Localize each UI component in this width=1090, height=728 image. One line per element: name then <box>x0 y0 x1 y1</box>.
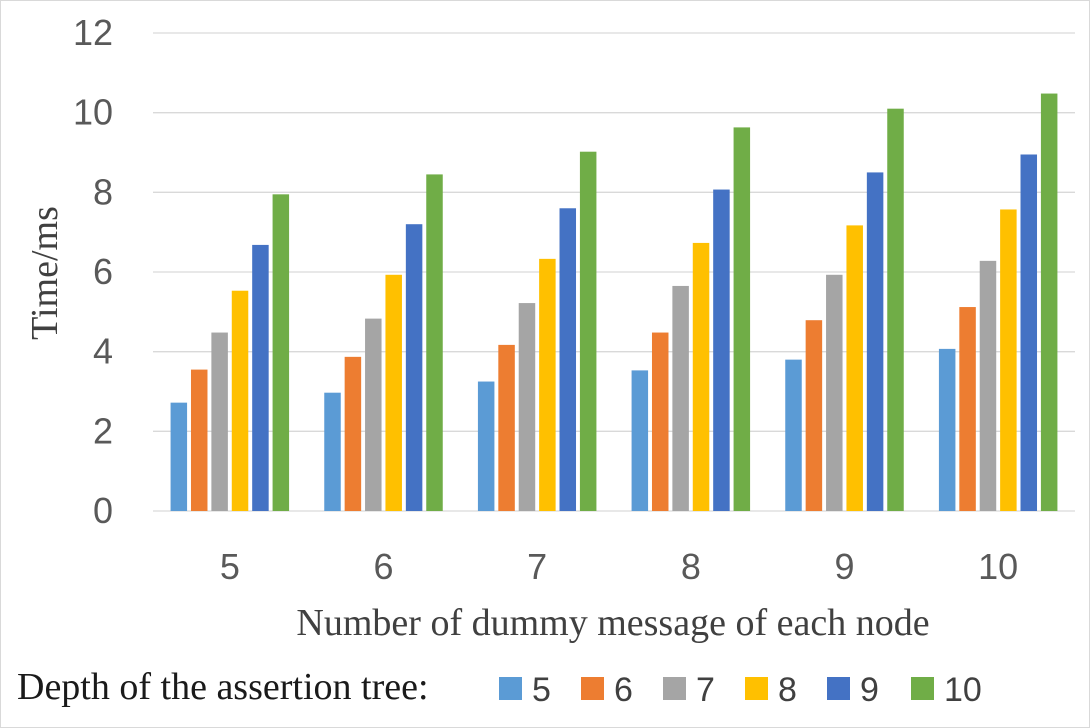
legend-swatch-7 <box>663 677 686 700</box>
bar-cat10-depth5 <box>938 348 956 511</box>
legend-label-8: 8 <box>778 671 797 709</box>
x-axis-ticks: 5 6 7 8 9 10 <box>220 546 1018 587</box>
bar-cat6-depth6 <box>344 356 362 511</box>
bar-cat8-depth6 <box>651 332 669 511</box>
y-tick-label-8: 8 <box>93 171 113 212</box>
y-axis-title: Time/ms <box>24 206 66 340</box>
bar-cat8-depth10 <box>733 127 751 512</box>
bar-cat8-depth8 <box>692 242 710 512</box>
bar-cat9-depth8 <box>846 225 863 511</box>
legend-swatch-8 <box>745 677 768 700</box>
bar-cat7-depth5 <box>477 381 495 511</box>
bar-cat7-depth10 <box>579 151 597 511</box>
bar-cat9-depth7 <box>826 274 843 511</box>
bar-cat10-depth7 <box>979 260 997 511</box>
y-tick-label-6: 6 <box>93 251 113 292</box>
bar-cat6-depth9 <box>405 224 423 511</box>
x-tick-label-5: 5 <box>220 546 240 587</box>
legend-label-5: 5 <box>532 671 551 709</box>
x-tick-label-8: 8 <box>681 546 701 587</box>
bar-cat9-depth5 <box>785 359 802 511</box>
bar-cat10-depth8 <box>1000 209 1017 511</box>
bar-cat6-depth5 <box>324 392 341 511</box>
gridlines <box>153 32 1075 512</box>
y-tick-label-12: 12 <box>73 12 113 53</box>
bar-cat9-depth6 <box>805 320 823 511</box>
legend-title: Depth of the assertion tree: <box>17 666 429 708</box>
legend-swatch-5 <box>499 677 522 700</box>
legend-label-6: 6 <box>614 671 633 709</box>
legend: Depth of the assertion tree: 5 6 7 8 9 10 <box>17 666 982 709</box>
bar-cat5-depth7 <box>211 332 228 511</box>
bar-cat8-depth5 <box>631 370 649 511</box>
y-tick-label-2: 2 <box>93 410 113 451</box>
y-axis-ticks: 0 2 4 6 8 10 12 <box>73 12 113 531</box>
x-tick-label-10: 10 <box>978 546 1018 587</box>
bar-cat9-depth10 <box>887 108 904 512</box>
x-tick-label-7: 7 <box>527 546 547 587</box>
bar-cat6-depth10 <box>426 174 443 511</box>
legend-swatch-6 <box>581 677 604 700</box>
legend-items: 5 6 7 8 9 10 <box>499 671 982 709</box>
bar-cat5-depth6 <box>190 369 208 511</box>
bar-cat9-depth9 <box>866 172 884 512</box>
bar-cat8-depth7 <box>672 285 689 511</box>
y-tick-label-4: 4 <box>93 331 113 372</box>
bar-cat7-depth7 <box>518 303 536 511</box>
legend-label-10: 10 <box>944 671 982 709</box>
bar-cat5-depth8 <box>231 290 249 511</box>
legend-swatch-9 <box>827 677 850 700</box>
x-axis-title: Number of dummy message of each node <box>296 602 929 644</box>
bar-cat10-depth9 <box>1020 154 1038 512</box>
bar-cat8-depth9 <box>713 189 730 512</box>
legend-swatch-10 <box>911 677 934 700</box>
bar-cat5-depth9 <box>252 244 269 511</box>
y-tick-label-10: 10 <box>73 92 113 133</box>
y-tick-label-0: 0 <box>93 490 113 531</box>
bar-cat5-depth5 <box>170 402 188 511</box>
bar-cat6-depth8 <box>385 274 402 511</box>
bar-cat7-depth6 <box>498 344 515 511</box>
bars <box>170 93 1058 512</box>
x-tick-label-9: 9 <box>834 546 854 587</box>
bar-cat10-depth6 <box>959 307 976 511</box>
bar-cat5-depth10 <box>272 194 290 511</box>
bar-cat7-depth9 <box>559 208 577 511</box>
legend-label-7: 7 <box>696 671 715 709</box>
bar-cat10-depth10 <box>1040 93 1058 512</box>
bar-cat7-depth8 <box>539 258 556 511</box>
bar-cat6-depth7 <box>365 318 382 511</box>
legend-label-9: 9 <box>860 671 879 709</box>
x-tick-label-6: 6 <box>373 546 393 587</box>
